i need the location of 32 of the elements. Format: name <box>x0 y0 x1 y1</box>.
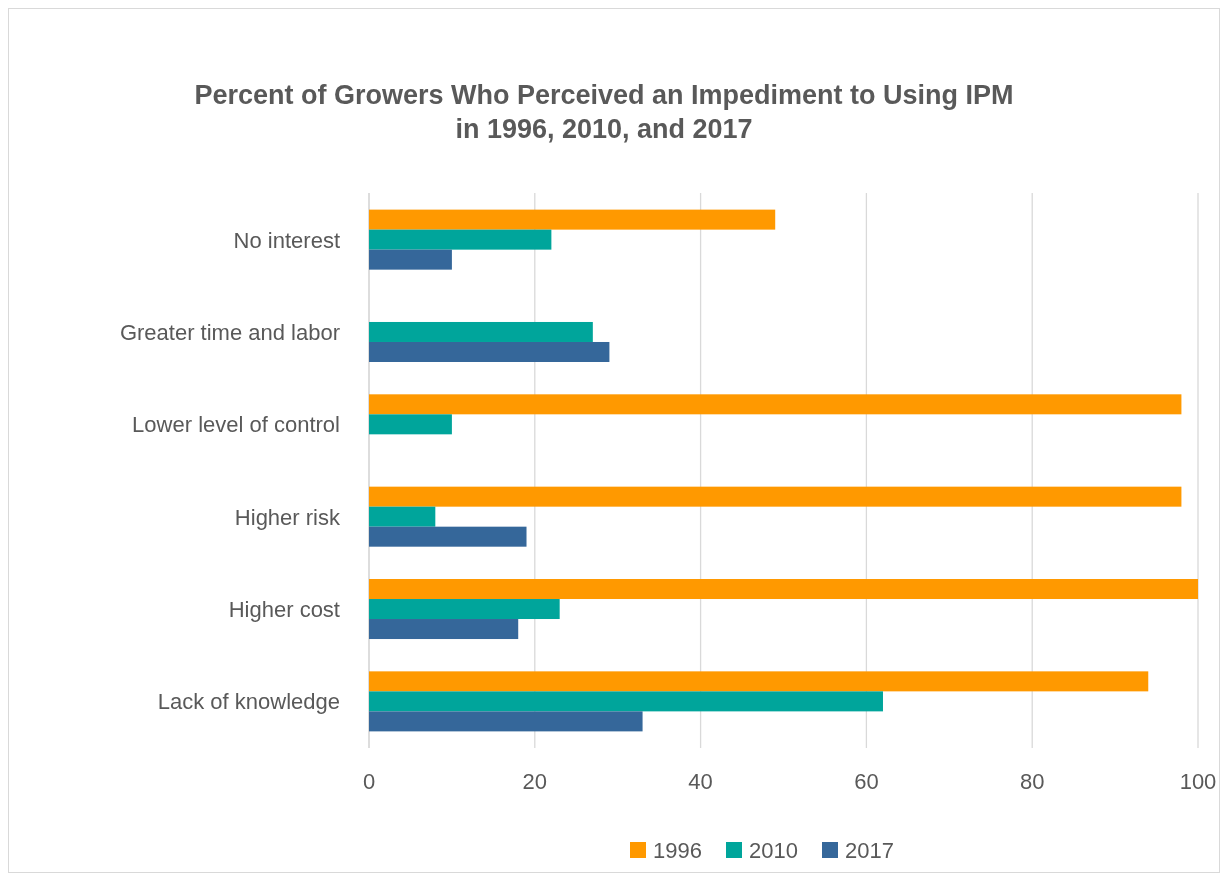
y-tick-label: Lack of knowledge <box>157 689 340 715</box>
x-tick-label: 100 <box>1179 769 1217 794</box>
chart-title: Percent of Growers Who Perceived an Impediment to Using IPM in 1996, 2010, and 2017 <box>194 80 1014 144</box>
y-tick-label: No interest <box>233 227 340 253</box>
legend-label: 2017 <box>845 838 894 863</box>
legend-label: 1996 <box>653 838 702 863</box>
bar <box>369 526 527 547</box>
bar <box>369 414 452 435</box>
bar <box>369 209 776 230</box>
legend-label: 2010 <box>749 838 798 863</box>
bar <box>369 579 1198 600</box>
bar <box>369 619 519 640</box>
x-tick-label: 0 <box>362 769 376 794</box>
y-tick-label: Higher cost <box>228 597 340 623</box>
x-tick-label: 60 <box>854 769 879 794</box>
y-tick-label: Greater time and labor <box>119 319 340 345</box>
bar <box>369 486 1182 507</box>
bar <box>369 671 1149 692</box>
bar <box>369 506 436 527</box>
bar <box>369 321 593 342</box>
y-tick-label: Higher risk <box>234 504 341 530</box>
bar <box>369 711 643 732</box>
bar <box>369 229 552 250</box>
bar <box>369 249 452 270</box>
y-tick-label: Lower level of control <box>132 412 340 438</box>
bar <box>369 691 883 712</box>
bar <box>369 394 1182 415</box>
bar <box>369 341 610 362</box>
x-tick-label: 40 <box>688 769 713 794</box>
bar <box>369 599 560 620</box>
x-tick-label: 80 <box>1019 769 1045 794</box>
x-tick-label: 20 <box>522 769 548 794</box>
